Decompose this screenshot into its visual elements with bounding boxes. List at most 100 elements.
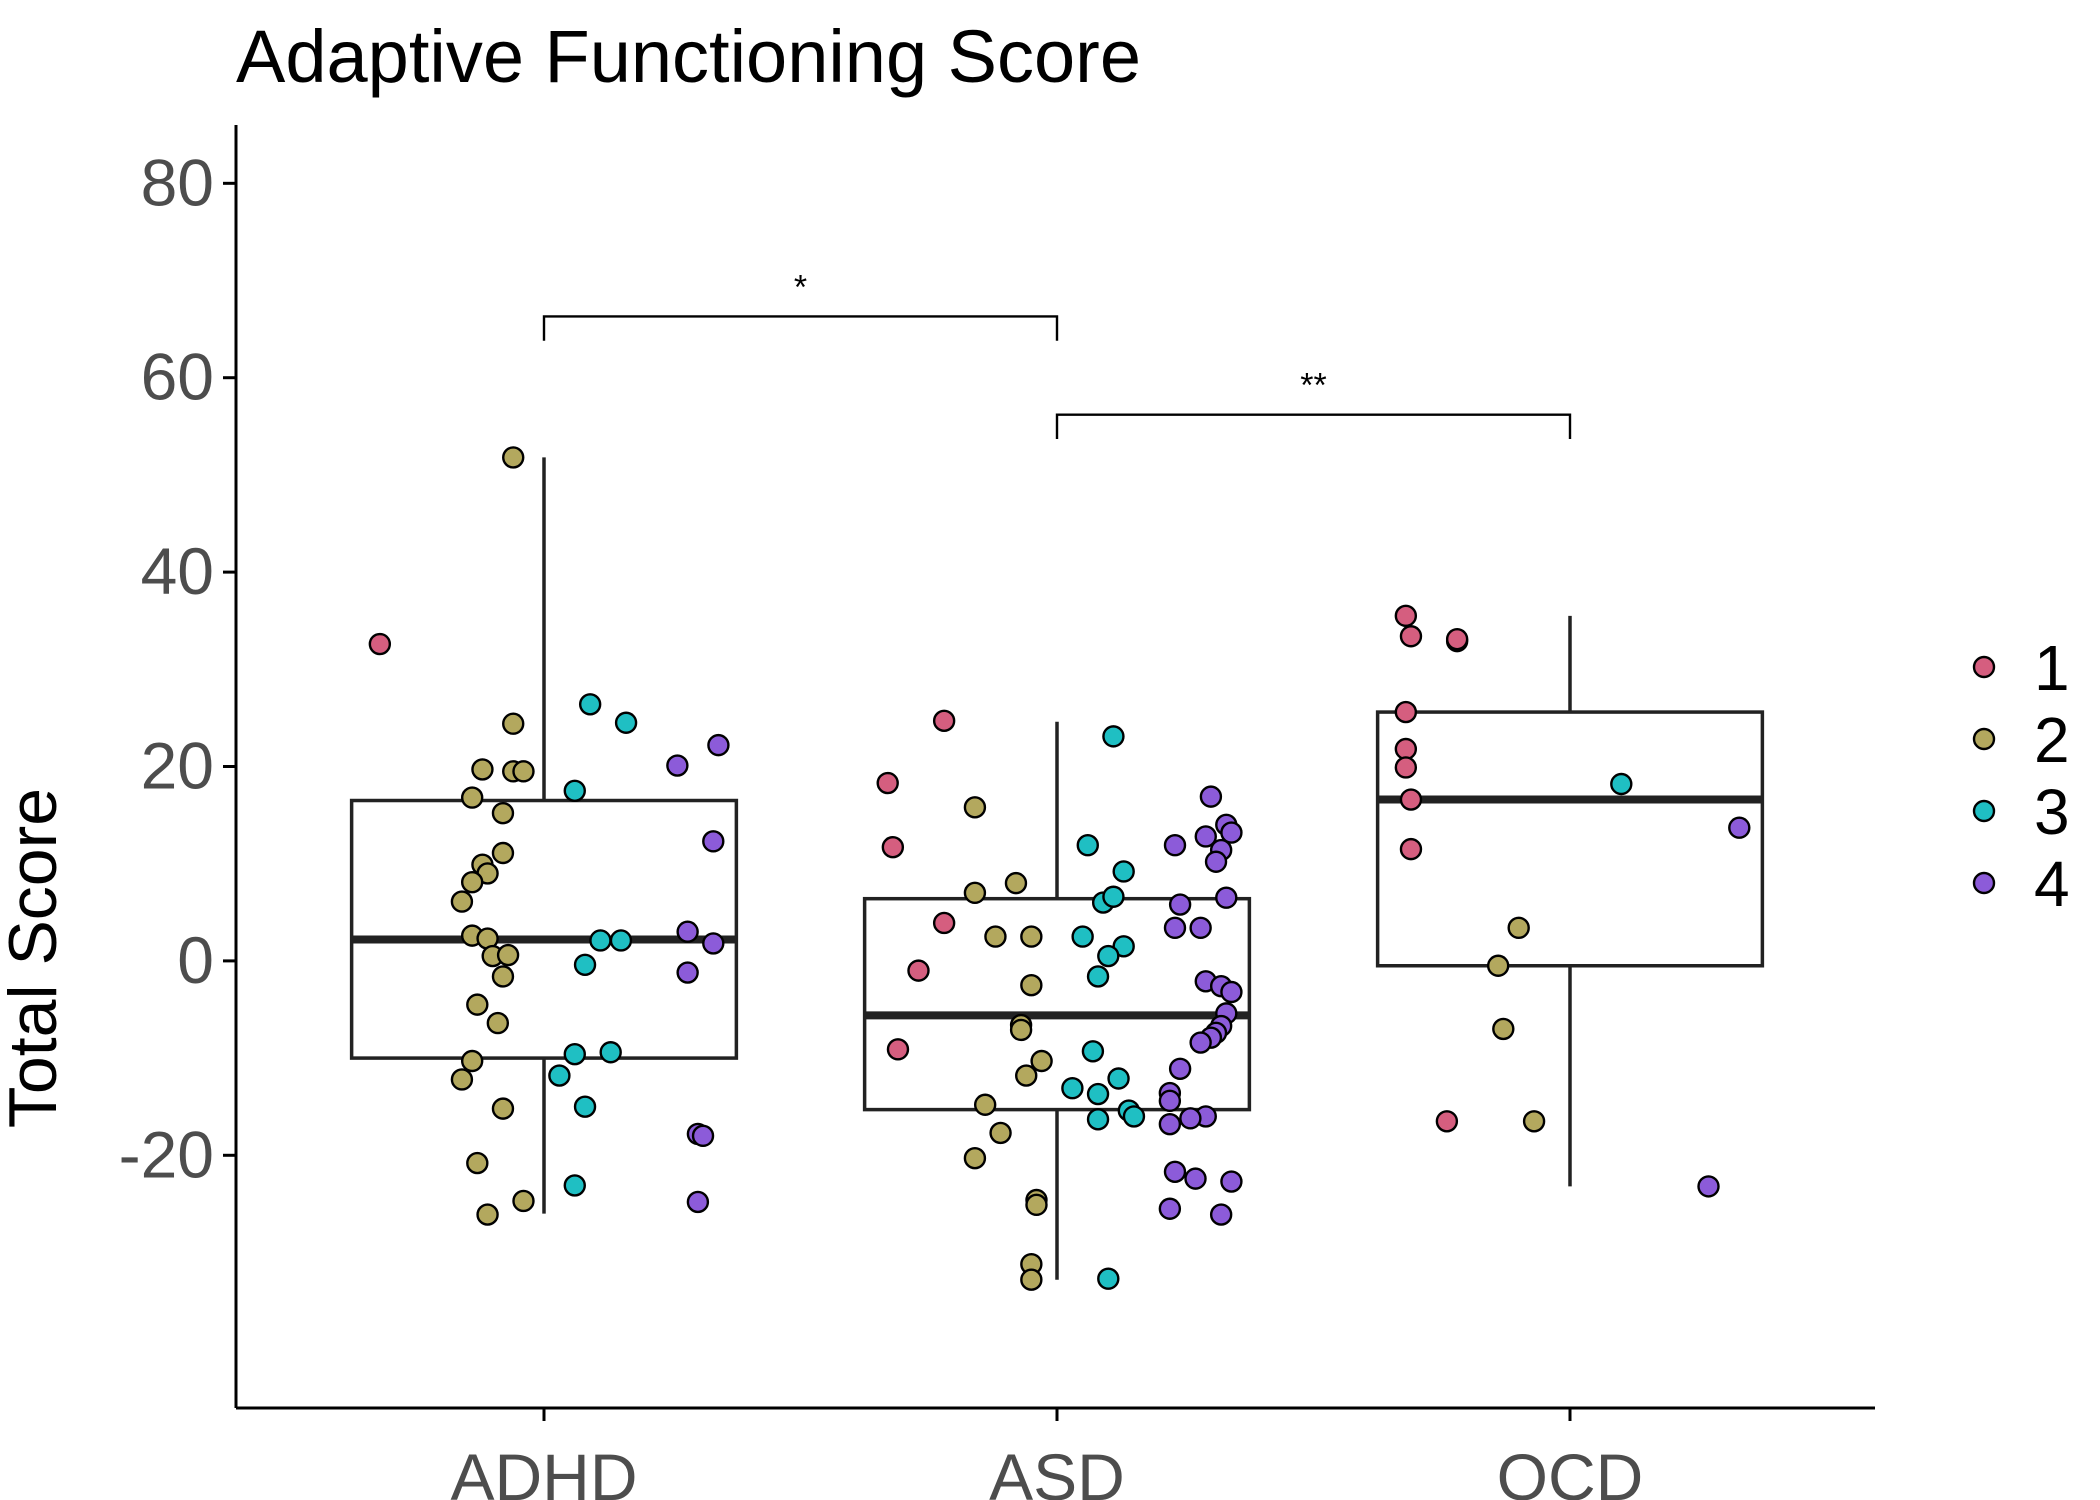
data-point [1486, 954, 1510, 977]
data-point [932, 709, 956, 733]
data-point [466, 993, 489, 1016]
data-point [1158, 1112, 1182, 1136]
data-point [1220, 821, 1243, 844]
box-adhd [349, 798, 739, 1060]
significance-label: ** [1300, 367, 1326, 405]
data-point [609, 929, 633, 952]
data-point [963, 796, 987, 819]
data-point [973, 1093, 997, 1116]
legend-key [1972, 727, 1996, 751]
data-point [1215, 886, 1238, 909]
legend-label: 3 [2034, 776, 2070, 848]
data-point [1102, 885, 1125, 908]
data-point [702, 830, 725, 853]
data-point [476, 1203, 499, 1226]
legend-key [1972, 655, 1996, 679]
data-point [1194, 825, 1217, 848]
data-point [563, 779, 586, 802]
y-tick-label: 80 [141, 145, 214, 219]
data-point [512, 1189, 535, 1213]
box-asd [862, 896, 1252, 1112]
data-point [676, 920, 699, 943]
data-point [1112, 860, 1135, 883]
data-point [486, 1011, 510, 1035]
data-point [460, 870, 484, 894]
data-point [1209, 1203, 1233, 1226]
legend-key [1972, 799, 1996, 823]
data-point [702, 932, 725, 955]
data-point [1204, 850, 1228, 873]
data-point [984, 925, 1007, 948]
data-point [963, 881, 987, 905]
chart-title: Adaptive Functioning Score [236, 15, 1141, 98]
data-point [1020, 973, 1043, 997]
data-point [876, 771, 899, 795]
x-tick-label: ASD [989, 1440, 1125, 1500]
data-point [1168, 1057, 1192, 1080]
data-point [1102, 725, 1125, 748]
data-point [1015, 1064, 1038, 1087]
data-point [1399, 837, 1423, 861]
data-point [548, 1064, 571, 1087]
data-point [1086, 1082, 1110, 1106]
data-point [563, 1043, 586, 1066]
data-point [460, 786, 484, 809]
data-point [1394, 756, 1418, 779]
data-point [450, 1068, 474, 1091]
data-point [989, 1121, 1012, 1145]
data-point [614, 711, 638, 734]
data-point [1189, 916, 1212, 940]
data-point [496, 943, 520, 967]
data-point [1522, 1110, 1546, 1133]
data-point [578, 693, 602, 716]
data-point [1199, 785, 1223, 808]
data-point [1020, 1268, 1043, 1291]
data-point [1610, 772, 1633, 796]
data-point [573, 1095, 597, 1118]
data-point [1097, 944, 1120, 968]
legend-label: 2 [2034, 704, 2070, 776]
data-point [1728, 816, 1751, 839]
data-point [1435, 1110, 1459, 1133]
box-ocd [1375, 710, 1765, 968]
data-point [502, 446, 525, 469]
data-point [1507, 916, 1530, 940]
data-point [1122, 1105, 1146, 1128]
data-point [691, 1124, 715, 1148]
data-point [1394, 700, 1418, 724]
legend-label: 4 [2034, 848, 2070, 920]
data-point [1081, 1040, 1105, 1063]
data-point [1220, 980, 1243, 1004]
data-point [676, 961, 699, 984]
data-point [1163, 916, 1187, 940]
data-point [1030, 1049, 1053, 1073]
data-point [1097, 1267, 1120, 1290]
x-tick-label: ADHD [450, 1440, 637, 1500]
data-point [589, 929, 612, 952]
data-point [963, 1147, 987, 1170]
data-point [1158, 1089, 1182, 1113]
data-point [466, 1151, 489, 1175]
data-point [1086, 1108, 1110, 1131]
data-point [1492, 1017, 1515, 1041]
y-tick-label: 60 [141, 340, 214, 414]
data-point [1189, 1031, 1212, 1054]
data-point [471, 758, 494, 781]
legend-label: 1 [2034, 632, 2070, 704]
data-point [450, 890, 474, 913]
data-point [1399, 788, 1423, 811]
data-point [491, 1097, 515, 1120]
data-point [1697, 1175, 1720, 1198]
significance-label: * [794, 268, 807, 306]
data-point [491, 801, 515, 825]
y-axis-label: Total Score [0, 788, 71, 1128]
data-point [460, 1049, 484, 1073]
data-point [1025, 1193, 1048, 1217]
data-point [1004, 871, 1028, 895]
data-point [1168, 893, 1192, 916]
data-point [1071, 925, 1094, 948]
data-point [932, 911, 956, 935]
data-point [599, 1041, 622, 1064]
